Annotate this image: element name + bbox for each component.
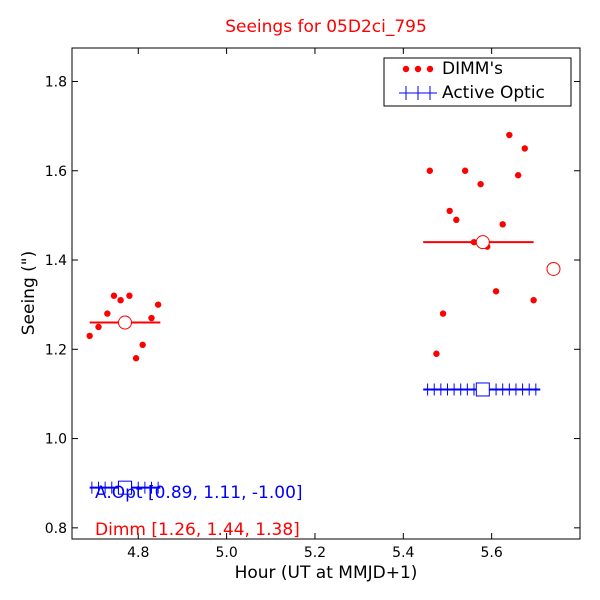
dimm-annotation: Dimm [1.26, 1.44, 1.38] (95, 520, 300, 540)
y-tick-label: 1.2 (45, 342, 67, 358)
legend-dimm-dot (426, 65, 434, 73)
legend-dimm-marker (402, 65, 434, 73)
x-tick-label: 5.6 (481, 545, 503, 561)
dimm-point (499, 221, 506, 228)
chart-title: Seeings for 05D2ci_795 (225, 17, 427, 37)
dimm-point (139, 341, 146, 349)
y-tick-label: 0.8 (45, 521, 67, 537)
dimm-point (104, 310, 111, 317)
legend-dimm-dot (402, 65, 410, 73)
x-tick-label: 4.8 (127, 545, 149, 561)
legend-aopt-marker (399, 86, 437, 100)
dimm-point (521, 145, 528, 152)
dimm-median-marker (118, 315, 133, 330)
dimm-point (530, 296, 537, 304)
dimm-point (126, 292, 133, 299)
dimm-point (492, 288, 500, 295)
x-tick-label: 5.0 (215, 545, 237, 561)
dimm-point (148, 314, 155, 322)
legend-box (383, 57, 572, 107)
plot-frame (71, 47, 581, 540)
y-tick-label: 1.0 (45, 432, 67, 448)
dimm-point (514, 172, 522, 179)
legend-dimm-label: DIMM's (442, 59, 503, 79)
y-tick-label: 1.8 (45, 74, 67, 90)
y-axis-ticks: 0.8 1.0 1.2 1.4 1.6 1.8 (45, 74, 580, 537)
x-axis-ticks: 4.8 5.0 5.2 5.4 5.6 (127, 48, 503, 561)
dimm-point (117, 296, 124, 304)
aopt-annotation: A.Opt [0.89, 1.11, -1.00] (95, 483, 303, 503)
x-tick-label: 5.4 (392, 545, 414, 561)
dimm-point (506, 131, 513, 139)
dimm-point (426, 167, 434, 174)
dimm-point (95, 323, 102, 331)
dimm-overall-marker (546, 261, 561, 276)
dimm-point (132, 355, 140, 362)
legend: DIMM's Active Optic (383, 57, 572, 107)
active-optic-series (89, 382, 541, 495)
dimm-point (154, 301, 162, 308)
dimm-point (470, 238, 478, 246)
legend-dimm-dot (414, 65, 422, 73)
dimm-point (86, 332, 93, 340)
dimm-point (446, 207, 453, 215)
dimm-point (110, 292, 118, 299)
y-axis-label: Seeing (") (19, 251, 39, 336)
dimm-series (86, 131, 561, 362)
dimm-point (433, 350, 440, 357)
dimm-median-marker (475, 235, 490, 250)
plot-area (71, 47, 581, 540)
y-tick-label: 1.4 (45, 253, 67, 269)
dimm-point (453, 216, 460, 224)
x-tick-label: 5.2 (304, 545, 326, 561)
aopt-median-marker (475, 382, 490, 397)
y-tick-label: 1.6 (45, 164, 67, 180)
dimm-point (477, 180, 484, 188)
dimm-point (461, 167, 469, 174)
dimm-point (439, 310, 447, 317)
legend-aopt-label: Active Optic (442, 83, 545, 103)
x-axis-label: Hour (UT at MMJD+1) (235, 563, 418, 583)
aopt-median-marker (118, 480, 133, 495)
